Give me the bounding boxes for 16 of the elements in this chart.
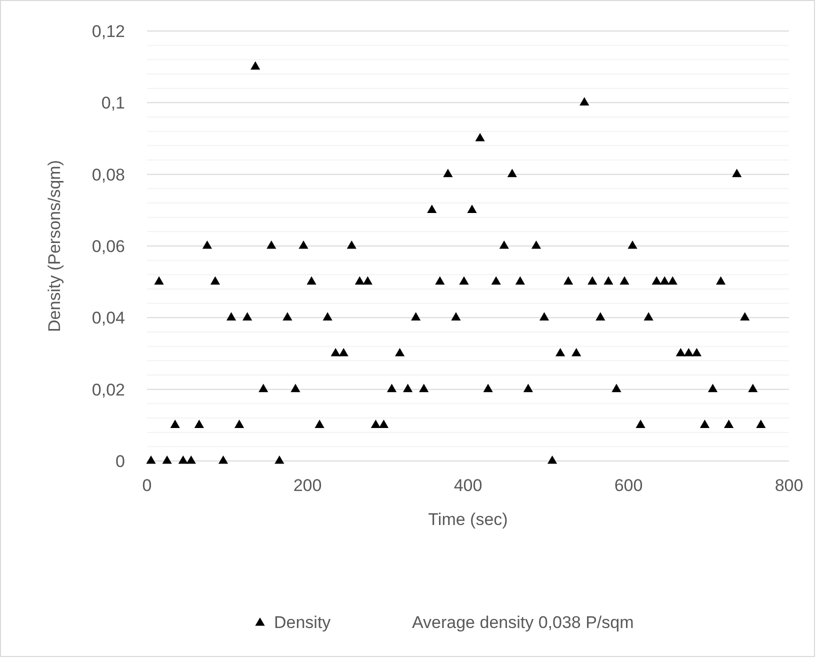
- y-tick-label: 0,04: [92, 308, 125, 328]
- text: Average density 0,038 P/sqm: [412, 613, 634, 632]
- x-tick-label: 200: [293, 476, 322, 495]
- x-axis-title: Time (sec): [428, 510, 508, 529]
- y-tick-label: 0,06: [92, 236, 125, 256]
- y-axis-title: Density (Persons/sqm): [45, 160, 64, 332]
- y-tick-label: 0,02: [92, 380, 125, 400]
- x-tick-label: 0: [142, 476, 152, 495]
- x-tick-label: 400: [454, 476, 482, 495]
- x-tick-label: 800: [774, 476, 804, 495]
- x-tick-label: 600: [614, 476, 643, 495]
- y-tick-label: 0,12: [92, 22, 125, 41]
- legend-label: Density: [274, 613, 332, 632]
- y-tick-label: 0,08: [92, 165, 125, 184]
- y-tick-label: 0: [116, 452, 125, 471]
- y-tick-label: 0,1: [101, 94, 125, 113]
